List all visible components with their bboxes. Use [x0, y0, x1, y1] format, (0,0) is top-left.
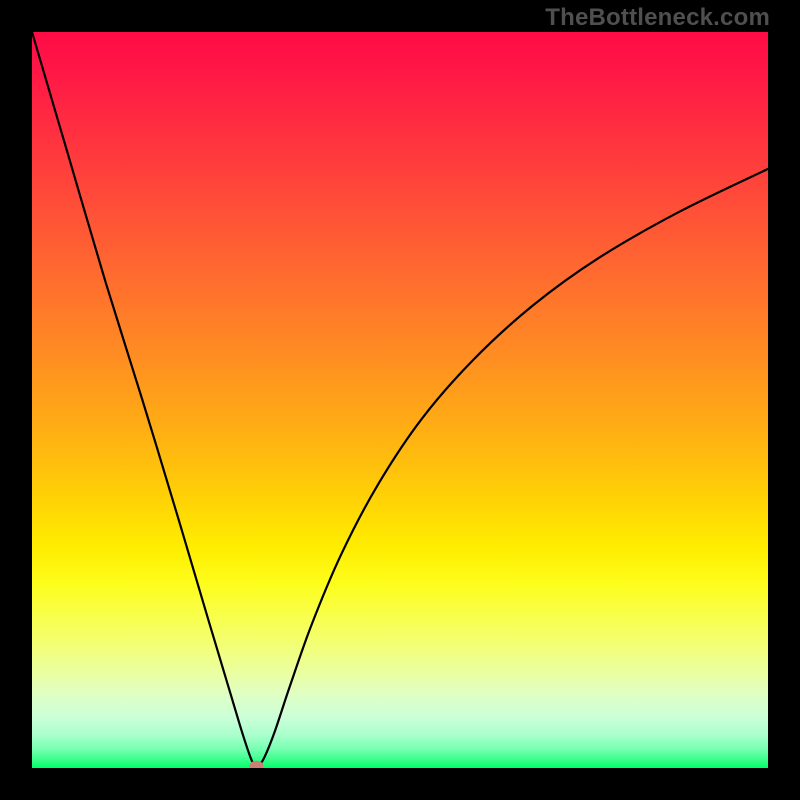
bottleneck-curve	[32, 32, 768, 768]
watermark-text: TheBottleneck.com	[545, 4, 770, 32]
figure-root: { "figure": { "width_px": 800, "height_p…	[0, 0, 800, 800]
plot-area	[32, 32, 768, 768]
